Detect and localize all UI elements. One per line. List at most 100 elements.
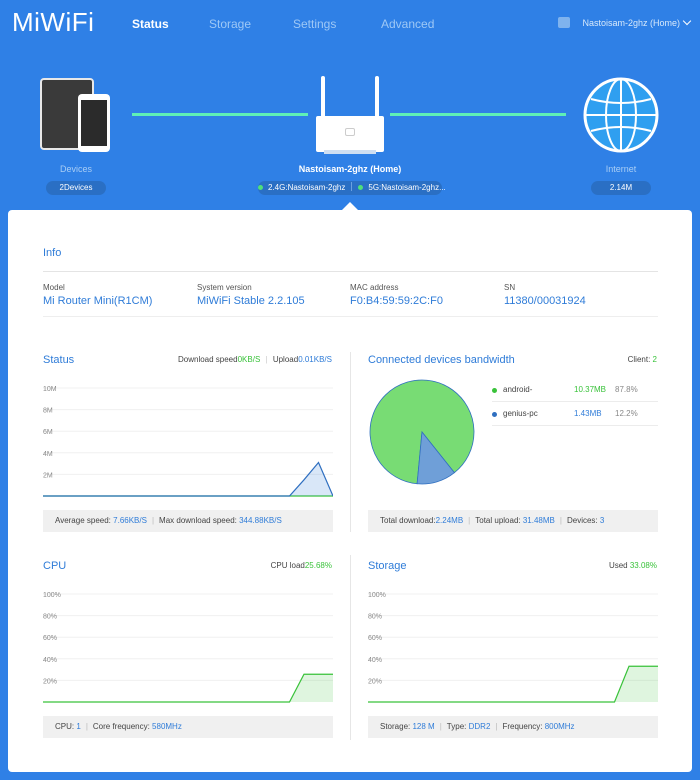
header: MiWiFi Status Storage Settings Advanced … <box>0 0 700 48</box>
y-tick-label: 40% <box>43 657 57 664</box>
info-version-label: System version <box>197 283 252 292</box>
y-tick-label: 2M <box>43 472 53 479</box>
info-title: Info <box>43 247 62 259</box>
max-speed-value: 344.88KB/S <box>239 516 282 525</box>
lower-column-divider <box>350 555 351 740</box>
wifi-5-status-icon <box>358 185 364 190</box>
android-device-pct: 87.8% <box>615 385 638 394</box>
devices-label: Devices <box>59 164 92 174</box>
nav-status[interactable]: Status <box>132 17 169 31</box>
router-base <box>324 150 376 154</box>
info-version-value[interactable]: MiWiFi Stable 2.2.105 <box>197 295 305 307</box>
download-speed-value: 0KB/S <box>237 355 261 364</box>
genius-device-name: genius-pc <box>503 409 538 418</box>
bandwidth-pie-chart <box>369 379 475 485</box>
router-icon[interactable] <box>316 76 384 156</box>
info-sn-value: 11380/00031924 <box>504 295 586 307</box>
y-tick-label: 20% <box>368 678 382 685</box>
cpu-footer: CPU: 1 | Core frequency: 580MHz <box>43 716 333 738</box>
android-legend-dot <box>492 388 497 393</box>
globe-icon[interactable] <box>583 77 659 153</box>
upper-column-divider <box>350 352 351 532</box>
series-line <box>368 665 658 703</box>
storage-freq-label: Frequency: <box>502 722 543 731</box>
miwifi-logo[interactable]: MiWiFi <box>12 7 95 37</box>
series-line <box>43 673 333 703</box>
storage-freq-value: 800MHz <box>544 722 575 731</box>
status-card: Info Model Mi Router Mini(R1CM) System v… <box>8 210 692 772</box>
nav-advanced[interactable]: Advanced <box>381 17 435 31</box>
nav-settings[interactable]: Settings <box>293 17 337 31</box>
status-footer: Average speed: 7.66KB/S | Max download spe… <box>43 510 333 532</box>
wifi-24-label: 2.4G:Nastoisam-2ghz <box>268 183 346 192</box>
cpu-load-chart: 20% 40% 60% 80% 100% <box>43 592 333 703</box>
total-download-value: 2.24MB <box>435 516 464 525</box>
info-bottom-divider <box>43 316 658 317</box>
storage-used-chart: 20% 40% 60% 80% 100% <box>368 592 658 703</box>
panel-caret <box>342 202 358 210</box>
series-area <box>43 674 333 702</box>
avg-speed-label: Average speed: <box>55 516 111 525</box>
wifi-5-label: 5G:Nastoisam-2ghz... <box>368 183 446 192</box>
user-avatar <box>558 17 571 28</box>
devices-total-label: Devices: <box>566 516 598 525</box>
info-sn: SN 11380/00031924 <box>504 283 586 307</box>
internet-label: Internet <box>605 164 637 174</box>
y-tick-label: 20% <box>43 678 57 685</box>
download-speed-label: Download speed <box>177 355 238 364</box>
bandwidth-footer: Total download:2.24MB | Total upload: 31.4… <box>368 510 658 532</box>
status-title: Status <box>43 354 75 366</box>
y-tick-label: 80% <box>43 614 57 621</box>
y-tick-label: 80% <box>368 614 382 621</box>
network-topology: Devices 2Devices Nastoisam-2ghz (Home) 2… <box>0 48 700 210</box>
info-sn-label: SN <box>504 283 516 292</box>
info-model-value: Mi Router Mini(R1CM) <box>43 295 153 307</box>
info-divider <box>43 271 658 272</box>
info-version: System version MiWiFi Stable 2.2.105 <box>197 283 305 307</box>
cpu-load-readout: CPU load25.68% <box>271 561 332 570</box>
storage-size-value: 128 M <box>412 722 435 731</box>
genius-device-amount: 1.43MB <box>574 409 602 418</box>
wifi-networks-badge[interactable]: 2.4G:Nastoisam-2ghz 5G:Nastoisam-2ghz... <box>258 181 446 195</box>
genius-device-pct: 12.2% <box>615 409 638 418</box>
cpu-cores-label: CPU: <box>55 722 75 731</box>
user-label: Nastoisam-2ghz (Home) <box>582 17 680 28</box>
upload-speed-value: 0.01KB/S <box>298 355 332 364</box>
pie-slice-geniuspc <box>416 430 455 485</box>
total-download-label: Total download: <box>380 516 436 525</box>
devices-icon[interactable] <box>40 78 112 152</box>
storage-used-readout: Used 33.08% <box>609 561 657 570</box>
storage-type-value: DDR2 <box>468 722 491 731</box>
chevron-down-icon <box>682 16 692 26</box>
user-menu[interactable]: Nastoisam-2ghz (Home) <box>558 16 692 28</box>
storage-used-value: 33.08% <box>629 561 657 570</box>
client-label: Client: <box>627 355 651 364</box>
storage-type-label: Type: <box>446 722 467 731</box>
storage-title: Storage <box>368 560 407 572</box>
series-area <box>43 462 333 496</box>
devices-count-badge[interactable]: 2Devices <box>46 181 106 195</box>
info-mac-value: F0:B4:59:59:2C:F0 <box>350 295 443 307</box>
client-count: Client: 2 <box>628 355 657 364</box>
y-tick-label: 10M <box>43 386 57 393</box>
nav-storage[interactable]: Storage <box>209 17 252 31</box>
max-speed-label: Max download speed: <box>159 516 237 525</box>
router-antenna-left <box>321 76 325 122</box>
series-line <box>43 461 333 497</box>
router-logo-icon <box>345 128 355 136</box>
y-tick-label: 8M <box>43 408 53 415</box>
y-tick-label: 60% <box>368 635 382 642</box>
y-tick-label: 60% <box>43 635 57 642</box>
info-mac-label: MAC address <box>350 283 399 292</box>
router-name: Nastoisam-2ghz (Home) <box>298 164 402 174</box>
internet-speed-badge[interactable]: 2.14M <box>591 181 651 195</box>
total-upload-value: 31.48MB <box>522 516 555 525</box>
y-tick-label: 4M <box>43 451 53 458</box>
storage-size-label: Storage: <box>380 722 411 731</box>
internet-link-line <box>390 113 566 116</box>
info-model: Model Mi Router Mini(R1CM) <box>43 283 152 307</box>
wifi-24-status-icon <box>258 185 263 190</box>
genius-legend-dot <box>492 412 497 417</box>
total-upload-label: Total upload: <box>475 516 521 525</box>
storage-footer: Storage: 128 M | Type: DDR2 | Frequency: 800… <box>368 716 658 738</box>
